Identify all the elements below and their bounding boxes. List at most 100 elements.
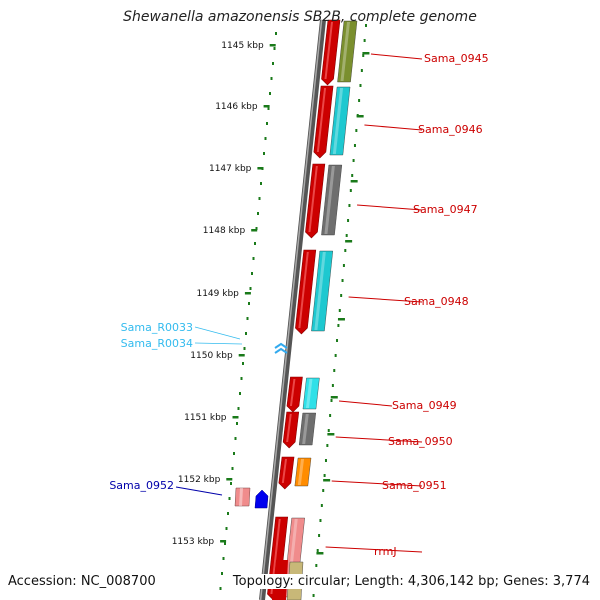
ring-dot	[340, 294, 343, 297]
ring-dot	[338, 309, 341, 312]
ring-dot	[344, 249, 347, 252]
ring-dot	[319, 519, 322, 522]
ring-dot	[269, 92, 271, 95]
tick-mark	[220, 540, 227, 543]
gene-shine	[286, 414, 292, 442]
rna-label: Sama_R0034	[121, 337, 193, 350]
genome-title: Shewanella amazonensis SB2B, complete ge…	[123, 9, 477, 25]
ring-dot	[221, 572, 223, 575]
cog-block	[234, 487, 251, 507]
ring-mark	[330, 396, 338, 399]
ring-dot	[248, 302, 250, 305]
gene-shine	[289, 379, 296, 406]
ring-dot	[341, 279, 344, 282]
ring-dot	[318, 534, 321, 537]
ring-dot	[249, 287, 252, 290]
gene-shine	[324, 22, 333, 79]
feature-labels: Sama_0945 Sama_0946 Sama_0947 Sama_0948 Sama…	[109, 52, 488, 558]
tick-label: 1148 kbp	[203, 226, 246, 236]
ring-dot	[351, 174, 354, 177]
ring-dot	[233, 452, 235, 455]
ring-dot	[222, 557, 225, 560]
ring-mark	[323, 479, 331, 482]
ring-dot	[349, 189, 352, 192]
ring-dot	[252, 257, 255, 260]
cog-block	[294, 457, 312, 487]
ring-dot	[352, 159, 355, 162]
ring-dot	[336, 339, 339, 342]
ring-dot	[246, 317, 249, 320]
ring-dot	[322, 489, 325, 492]
gene-label: Sama_0948	[404, 295, 469, 308]
gene-label: Sama_0947	[413, 203, 478, 216]
ring-dot	[219, 587, 222, 590]
label-connector	[335, 436, 423, 443]
ring-dot	[242, 362, 244, 365]
ring-dot	[224, 542, 226, 545]
ring-dot	[329, 414, 332, 417]
gene-label: Sama_0946	[418, 123, 483, 136]
block-shine	[324, 166, 335, 234]
ring-mark	[350, 180, 358, 183]
block-shine	[297, 459, 305, 485]
cog-block	[321, 164, 343, 236]
ring-dot	[315, 564, 318, 567]
kbp-ticks: 1145 kbp 1146 kbp 1147 kbp 1148 kbp 1149 kbp…	[172, 41, 276, 547]
gene-label: Sama_0951	[382, 479, 447, 492]
ring-dot	[231, 467, 234, 470]
block-shine	[239, 488, 243, 506]
tick-mark	[269, 44, 276, 47]
ring-dot	[347, 219, 350, 222]
genome-summary: Topology: circular; Length: 4,306,142 bp…	[232, 574, 590, 589]
rna-chevron	[274, 342, 288, 349]
tick-mark	[257, 167, 264, 170]
ring-dot	[316, 549, 319, 552]
label-connector	[348, 296, 423, 303]
ring-mark	[327, 433, 335, 436]
tick-label: 1152 kbp	[178, 475, 221, 485]
ring-mark	[345, 240, 353, 243]
ring-dot	[312, 594, 315, 597]
reverse-gene-arrow	[254, 489, 269, 509]
label-connector	[364, 124, 423, 131]
tick-mark	[232, 416, 239, 419]
tick-mark	[238, 354, 245, 357]
label-connector	[194, 342, 243, 345]
tick-label: 1146 kbp	[215, 102, 258, 112]
ring-dot	[333, 369, 336, 372]
ring-dot	[323, 474, 326, 477]
ring-dot	[257, 212, 259, 215]
tick-label: 1150 kbp	[190, 351, 233, 361]
ring-dot	[258, 197, 261, 200]
ring-dot	[363, 39, 366, 42]
cog-block	[311, 250, 334, 332]
ring-dot	[227, 512, 229, 515]
cog-block	[337, 20, 358, 83]
block-shine	[305, 379, 313, 408]
ring-dot	[360, 69, 363, 72]
label-connector	[325, 546, 423, 553]
label-connector	[370, 53, 423, 60]
gene-shine	[308, 166, 318, 232]
ring-dot	[255, 227, 258, 230]
ring-dot	[236, 422, 238, 425]
tick-mark	[244, 292, 251, 295]
ring-dot	[251, 272, 253, 275]
ring-dot	[365, 24, 367, 27]
inner-dotted-ring	[219, 32, 277, 590]
block-shine	[340, 22, 350, 81]
ring-mark	[356, 115, 364, 118]
ring-dot	[331, 384, 334, 387]
ring-dot	[228, 497, 231, 500]
ring-dot	[254, 242, 256, 245]
ring-dot	[264, 137, 267, 140]
cog-block	[302, 377, 320, 410]
tick-label: 1149 kbp	[196, 289, 239, 299]
cog-block	[329, 86, 351, 156]
ring-dot	[362, 54, 365, 57]
gene-label: rrmJ	[374, 545, 397, 558]
tick-mark	[263, 105, 270, 108]
label-connector	[338, 400, 393, 407]
block-shine	[314, 252, 326, 330]
